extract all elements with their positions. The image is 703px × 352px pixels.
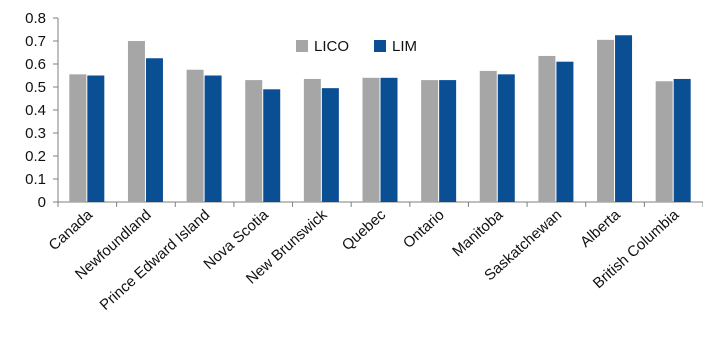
bar-lico-alberta xyxy=(597,39,615,202)
bar-lico-newfoundland xyxy=(127,41,145,202)
x-category-label: Manitoba xyxy=(449,206,507,260)
bar-lico-ontario xyxy=(421,80,439,202)
y-tick-label: 0.4 xyxy=(25,102,46,119)
bar-lim-new-brunswick xyxy=(321,88,339,202)
bar-lim-british-columbia xyxy=(673,78,691,202)
y-tick-label: 0.2 xyxy=(25,148,46,165)
bar-lim-nova-scotia xyxy=(263,89,281,202)
legend-swatch-lim xyxy=(374,40,386,52)
x-category-label: Alberta xyxy=(577,206,624,251)
x-category-label: Quebec xyxy=(339,206,390,254)
bar-lico-nova-scotia xyxy=(245,80,263,202)
y-tick-label: 0.5 xyxy=(25,79,46,96)
bars xyxy=(69,35,691,203)
bar-lim-saskatchewan xyxy=(556,61,574,203)
x-category-label: Prince Edward Island xyxy=(97,206,214,313)
y-tick-label: 0 xyxy=(38,194,46,211)
bar-lim-prince-edward-island xyxy=(204,75,222,202)
legend: LICO LIM xyxy=(296,38,417,55)
legend-swatch-lico xyxy=(296,40,308,52)
bar-lico-british-columbia xyxy=(655,81,673,202)
axis-ticks: 0 0.1 0.2 0.3 0.4 0.5 0.6 0.7 0.8 xyxy=(25,10,703,211)
bar-lico-manitoba xyxy=(479,70,497,203)
bar-lico-prince-edward-island xyxy=(186,69,204,202)
y-tick-label: 0.7 xyxy=(25,33,46,50)
bar-lico-canada xyxy=(69,74,87,202)
bar-lico-quebec xyxy=(362,77,380,202)
bar-lim-quebec xyxy=(380,77,398,202)
y-tick-label: 0.6 xyxy=(25,56,46,73)
bar-lim-alberta xyxy=(615,35,633,202)
y-tick-label: 0.8 xyxy=(25,10,46,27)
x-category-label: Ontario xyxy=(400,206,448,252)
bar-lim-manitoba xyxy=(497,74,515,202)
legend-label-lim: LIM xyxy=(392,38,417,55)
x-category-label: Canada xyxy=(46,206,97,254)
y-tick-label: 0.1 xyxy=(25,171,46,188)
y-tick-label: 0.3 xyxy=(25,125,46,142)
bar-lim-newfoundland xyxy=(145,58,163,202)
bar-lim-canada xyxy=(87,75,105,202)
bar-lim-ontario xyxy=(439,80,457,202)
legend-label-lico: LICO xyxy=(314,38,349,55)
bar-lico-new-brunswick xyxy=(303,78,321,202)
bar-lico-saskatchewan xyxy=(538,55,556,203)
